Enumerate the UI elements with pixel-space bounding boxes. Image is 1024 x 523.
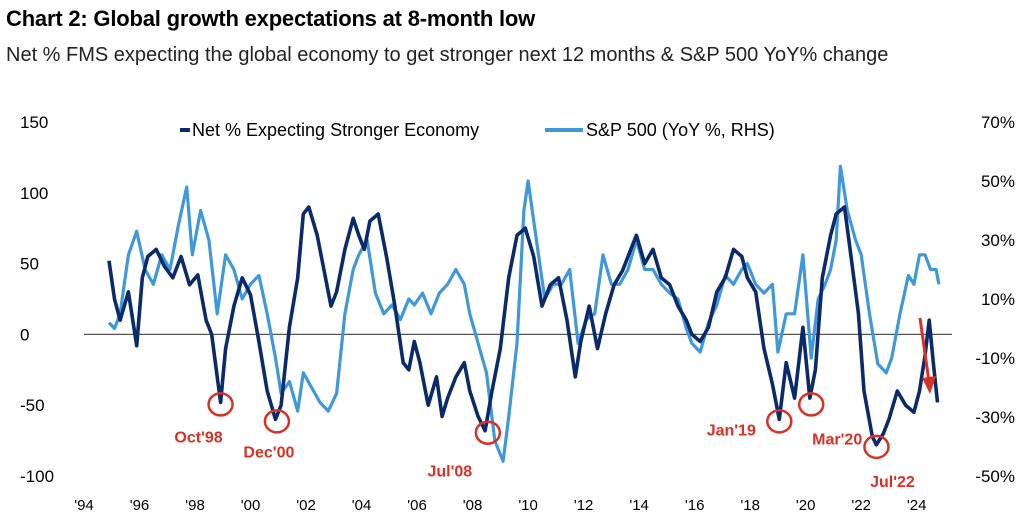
x-tick-label: '96 <box>130 497 150 514</box>
x-tick-label: '08 <box>463 497 483 514</box>
annotations: Oct'98 Dec'00 Jul'08 Jan'19 Mar'20 Jul'22 <box>174 317 936 491</box>
right-tick-label: -30% <box>975 408 1015 427</box>
right-tick-label: 50% <box>981 172 1015 191</box>
annotation-circle <box>766 409 793 434</box>
series-group <box>107 164 941 463</box>
annotation-label: Dec'00 <box>243 444 294 461</box>
right-tick-label: 70% <box>981 113 1015 132</box>
trend-arrow-head <box>922 376 936 394</box>
x-tick-label: '94 <box>74 497 94 514</box>
right-tick-label: -50% <box>975 467 1015 486</box>
annotation-circle <box>797 392 825 417</box>
x-tick-label: '98 <box>185 497 205 514</box>
annotation-circle <box>863 434 890 460</box>
annotation-circle <box>474 420 502 445</box>
annotation-label: Mar'20 <box>812 431 862 448</box>
x-axis-ticks: '94 '96 '98 '00 '02 '04 '06 '08 '10 '12 '14 '16 '18 '… <box>74 497 926 514</box>
annotation-circle <box>207 392 234 417</box>
x-tick-label: '20 <box>796 497 816 514</box>
trend-arrow-shaft <box>918 317 931 383</box>
annotation-label: Oct'98 <box>174 429 222 446</box>
x-tick-label: '24 <box>907 497 927 514</box>
x-tick-label: '12 <box>574 497 594 514</box>
right-tick-label: 30% <box>981 231 1015 250</box>
left-tick-label: 100 <box>20 184 48 203</box>
x-tick-label: '16 <box>685 497 705 514</box>
left-tick-label: -100 <box>20 467 54 486</box>
chart-subtitle: Net % FMS expecting the global economy t… <box>6 44 889 66</box>
legend-label-0: Net % Expecting Stronger Economy <box>192 120 479 140</box>
series-line-0 <box>107 205 940 447</box>
legend-label-1: S&P 500 (YoY %, RHS) <box>586 120 775 140</box>
right-tick-label: 10% <box>981 290 1015 309</box>
annotation-circle <box>263 409 291 434</box>
x-tick-label: '00 <box>241 497 261 514</box>
x-tick-label: '18 <box>740 497 760 514</box>
x-tick-label: '10 <box>518 497 538 514</box>
x-tick-label: '04 <box>352 497 372 514</box>
left-tick-label: 0 <box>20 325 29 344</box>
left-tick-label: 150 <box>20 113 48 132</box>
x-tick-label: '06 <box>407 497 427 514</box>
left-tick-label: 50 <box>20 255 39 274</box>
left-tick-label: -50 <box>20 396 45 415</box>
x-tick-label: '14 <box>629 497 649 514</box>
annotation-label: Jul'22 <box>870 474 915 491</box>
x-tick-label: '02 <box>296 497 316 514</box>
right-tick-label: -10% <box>975 349 1015 368</box>
series-line-1 <box>107 164 941 463</box>
right-axis-ticks: 70% 50% 30% 10% -10% -30% -50% <box>975 113 1015 486</box>
legend: Net % Expecting Stronger Economy S&P 500 … <box>180 120 775 140</box>
chart-title: Chart 2: Global growth expectations at 8… <box>6 6 536 31</box>
annotation-label: Jan'19 <box>707 422 756 439</box>
x-tick-label: '22 <box>851 497 871 514</box>
annotation-label: Jul'08 <box>427 464 472 481</box>
left-axis-ticks: 150 100 50 0 -50 -100 <box>20 113 54 486</box>
